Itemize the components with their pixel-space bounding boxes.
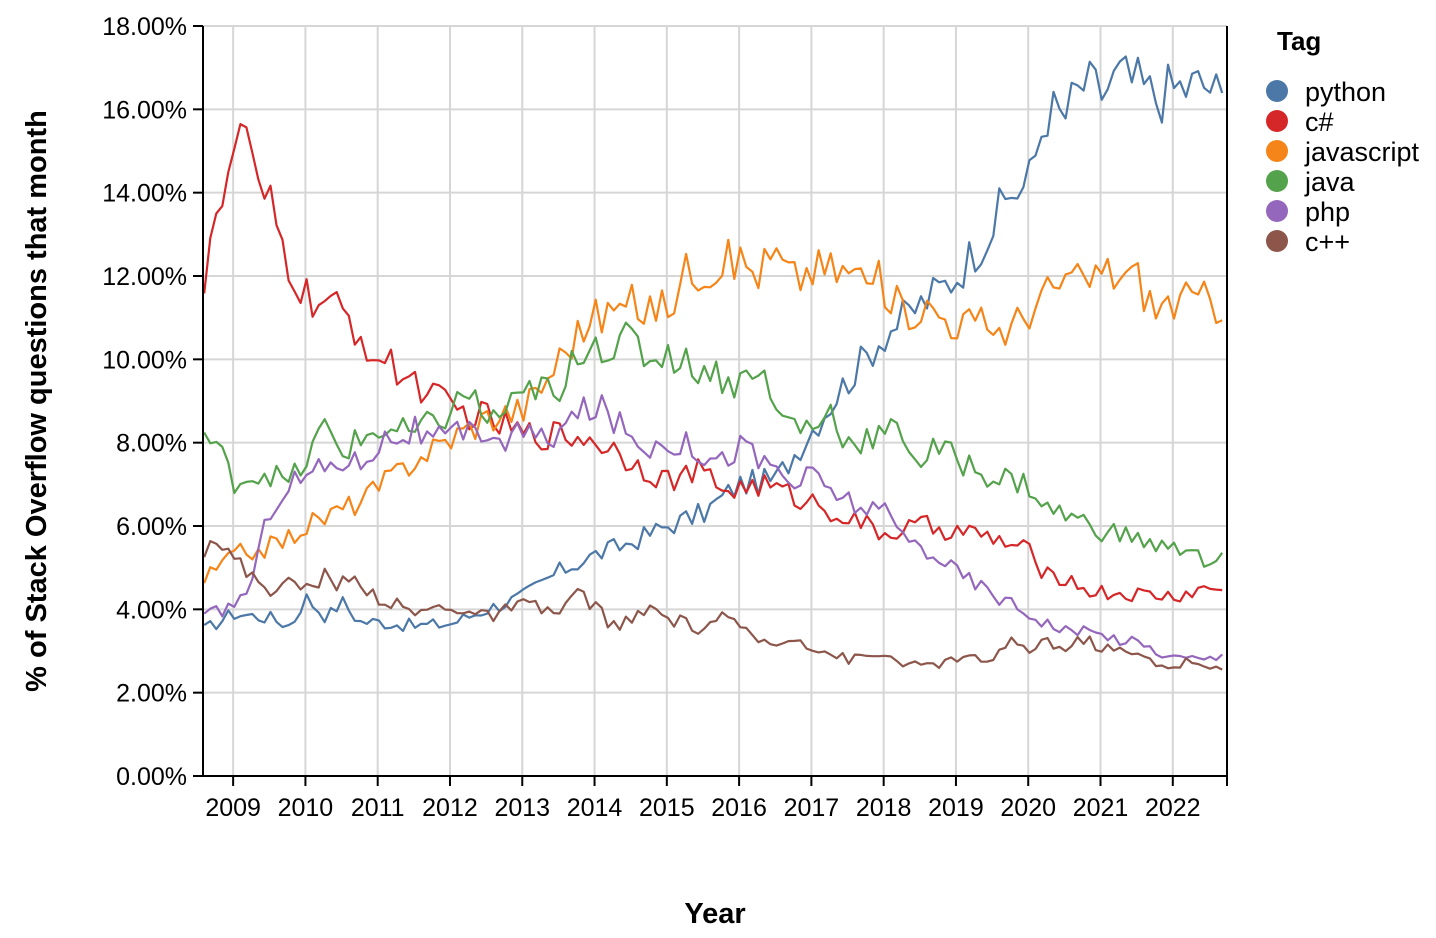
legend-label: c++ (1305, 227, 1350, 257)
x-tick-label: 2012 (422, 794, 478, 822)
x-tick-label: 2017 (784, 794, 840, 822)
y-tick-label: 6.00% (116, 513, 187, 541)
x-tick-label: 2009 (205, 794, 261, 822)
x-axis-title: Year (684, 898, 745, 930)
legend-swatch (1266, 230, 1288, 252)
y-tick-label: 10.00% (102, 346, 187, 374)
x-tick-label: 2021 (1073, 794, 1129, 822)
legend-swatch (1266, 140, 1288, 162)
x-tick-label: 2019 (928, 794, 984, 822)
x-tick-label: 2014 (567, 794, 623, 822)
legend-label: php (1305, 197, 1350, 227)
x-tick-label: 2015 (639, 794, 695, 822)
y-tick-label: 14.00% (102, 180, 187, 208)
y-axis-title: % of Stack Overflow questions that month (21, 110, 53, 692)
legend-swatch (1266, 200, 1288, 222)
series-line-c- (203, 123, 1223, 603)
x-tick-label: 2010 (278, 794, 334, 822)
legend-label: python (1305, 77, 1386, 107)
legend-title: Tag (1277, 26, 1321, 56)
y-tick-label: 8.00% (116, 430, 187, 458)
x-tick-label: 2020 (1000, 794, 1056, 822)
series-line-php (203, 394, 1223, 662)
x-tick-label: 2018 (856, 794, 912, 822)
y-tick-label: 12.00% (102, 263, 187, 291)
legend-swatch (1266, 80, 1288, 102)
x-tick-label: 2016 (711, 794, 767, 822)
series-lines (203, 55, 1224, 671)
legend-swatch (1266, 170, 1288, 192)
legend-label: javascript (1304, 137, 1420, 167)
y-tick-label: 18.00% (102, 13, 187, 41)
series-line-c- (203, 540, 1223, 671)
y-tick-label: 0.00% (116, 763, 187, 791)
axes: 2009 2010 2011 2012 2013 2014 2015 2016 2017 2018… (102, 13, 1228, 822)
series-line-javascript (203, 238, 1223, 584)
x-tick-label: 2022 (1145, 794, 1201, 822)
gridlines (203, 25, 1227, 776)
legend-swatch (1266, 110, 1288, 132)
series-line-python (203, 55, 1224, 633)
series-line-java (203, 321, 1224, 568)
y-tick-label: 16.00% (102, 96, 187, 124)
y-tick-label: 2.00% (116, 680, 187, 708)
legend-label: c# (1305, 107, 1334, 137)
x-tick-label: 2011 (351, 794, 405, 822)
legend-label: java (1304, 167, 1356, 197)
y-tick-label: 4.00% (116, 596, 187, 624)
x-tick-label: 2013 (494, 794, 550, 822)
